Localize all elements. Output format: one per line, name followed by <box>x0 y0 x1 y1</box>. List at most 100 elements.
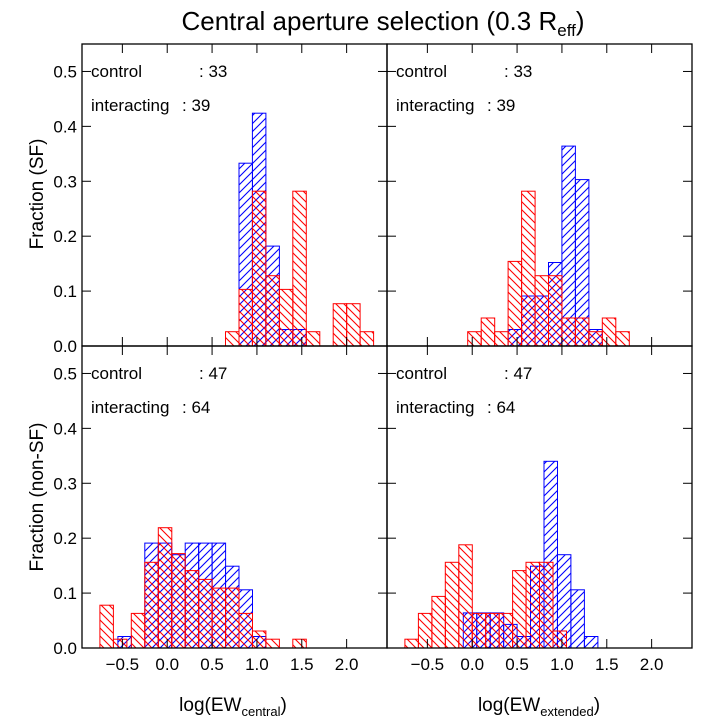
bar-interacting-top-left-4 <box>278 288 294 347</box>
bar-interacting-top-right-10 <box>601 317 617 347</box>
panels: 0.0 0.1 0.2 0.3 0.4 0.5 control : 33 interacting… <box>53 43 693 674</box>
bar-interacting-bottom-right-2 <box>431 595 446 649</box>
bar-interacting-bottom-right-9 <box>525 561 540 649</box>
bar-interacting-top-right-7 <box>561 317 576 347</box>
y-axis-label-bottom: Fraction (non-SF) <box>27 423 48 572</box>
legend-count-bottom-right-0: : 47 <box>504 364 532 383</box>
bar-interacting-bottom-left-3 <box>144 561 159 649</box>
bar-interacting-top-left-1 <box>238 288 253 347</box>
x-tick-label-bottom-right-0: −0.5 <box>411 655 445 674</box>
bar-interacting-bottom-right-5 <box>471 612 487 649</box>
legend-label-bottom-right-1: interacting <box>396 398 474 417</box>
bar-interacting-top-right-3 <box>507 260 523 347</box>
axes-frame-top-left <box>81 43 388 347</box>
y-tick-label-top-left-4: 0.4 <box>53 117 77 136</box>
bar-control-bottom-right-9 <box>583 636 599 649</box>
legend-label-bottom-right-0: control <box>396 364 447 383</box>
legend-label-top-right-0: control <box>396 62 447 81</box>
bar-interacting-bottom-right-8 <box>512 570 527 649</box>
bar-interacting-bottom-left-8 <box>211 587 227 649</box>
bar-interacting-top-left-8 <box>346 303 361 347</box>
bar-interacting-bottom-left-10 <box>238 612 253 649</box>
y-tick-label-top-left-0: 0.0 <box>53 337 77 356</box>
bar-interacting-top-right-0 <box>467 331 482 347</box>
bar-interacting-bottom-left-0 <box>99 604 114 649</box>
legend-label-bottom-left-0: control <box>91 364 142 383</box>
x-tick-label-bottom-left-1: 0.0 <box>155 655 179 674</box>
bar-interacting-bottom-left-5 <box>171 553 186 649</box>
y-tick-label-bottom-left-1: 0.1 <box>53 584 77 603</box>
legend-label-top-left-1: interacting <box>91 96 169 115</box>
panel-top-left: 0.0 0.1 0.2 0.3 0.4 0.5 control : 33 interacting… <box>53 43 388 356</box>
legend-count-top-left-1: : 39 <box>182 96 210 115</box>
panel-bottom-left: −0.5 0.0 0.5 1.0 1.5 2.0 0.0 0.1 0.2 0.3 0.4 0.5 con… <box>53 345 388 674</box>
y-tick-label-top-left-1: 0.1 <box>53 282 77 301</box>
bar-interacting-top-left-5 <box>292 190 307 347</box>
bar-interacting-top-right-8 <box>574 317 590 347</box>
bar-interacting-bottom-right-1 <box>417 612 433 649</box>
figure-title: Central aperture selection (0.3 Reff) <box>181 6 584 40</box>
y-tick-label-bottom-left-5: 0.5 <box>53 364 77 383</box>
bar-interacting-bottom-right-11 <box>552 630 567 649</box>
x-tick-label-bottom-right-5: 2.0 <box>640 655 664 674</box>
bar-interacting-top-left-7 <box>332 303 348 347</box>
bar-interacting-bottom-left-6 <box>184 570 200 649</box>
bar-interacting-bottom-left-12 <box>265 638 280 649</box>
x-tick-label-bottom-right-2: 0.5 <box>505 655 529 674</box>
bar-interacting-bottom-right-4 <box>458 544 473 649</box>
bar-interacting-bottom-left-4 <box>157 527 173 649</box>
legend-count-top-left-0: : 33 <box>199 62 227 81</box>
x-tick-label-bottom-right-4: 1.5 <box>595 655 619 674</box>
bar-interacting-top-right-4 <box>521 190 536 347</box>
bar-interacting-bottom-right-0 <box>404 638 419 649</box>
bar-interacting-bottom-left-11 <box>251 630 267 649</box>
bar-interacting-top-right-9 <box>588 331 603 347</box>
panel-top-right: control : 33 interacting : 39 <box>386 43 693 347</box>
y-tick-label-bottom-left-0: 0.0 <box>53 639 77 658</box>
legend-label-top-left-0: control <box>91 62 142 81</box>
legend-count-bottom-right-1: : 64 <box>487 398 515 417</box>
x-axis-label-left-subscript: central <box>241 704 280 719</box>
bar-interacting-bottom-left-1 <box>112 638 128 649</box>
x-tick-label-bottom-left-2: 0.5 <box>200 655 224 674</box>
x-tick-label-bottom-left-3: 1.0 <box>245 655 269 674</box>
bar-interacting-top-left-0 <box>225 331 240 347</box>
legend-count-bottom-left-0: : 47 <box>199 364 227 383</box>
panel-bottom-right: −0.5 0.0 0.5 1.0 1.5 2.0 control : 47 interactin… <box>386 345 693 674</box>
y-tick-label-top-left-2: 0.2 <box>53 227 77 246</box>
bar-interacting-bottom-right-7 <box>498 612 514 649</box>
figure-title-subscript: eff <box>557 21 576 40</box>
bar-interacting-top-right-2 <box>494 331 509 347</box>
bar-interacting-top-right-11 <box>615 331 630 347</box>
x-tick-label-bottom-left-4: 1.5 <box>290 655 314 674</box>
x-tick-label-bottom-left-0: −0.5 <box>106 655 140 674</box>
y-tick-label-top-left-3: 0.3 <box>53 172 77 191</box>
bar-control-bottom-right-8 <box>570 589 585 649</box>
bar-control-top-right-4 <box>561 145 576 347</box>
bar-interacting-top-left-9 <box>359 331 375 347</box>
legend-count-top-right-0: : 33 <box>504 62 532 81</box>
bar-interacting-bottom-right-3 <box>444 561 460 649</box>
bar-interacting-bottom-left-2 <box>130 612 146 649</box>
legend-count-top-right-1: : 39 <box>487 96 515 115</box>
bar-interacting-bottom-left-9 <box>225 587 240 649</box>
bar-interacting-top-left-3 <box>265 275 280 347</box>
y-tick-label-bottom-left-4: 0.4 <box>53 419 77 438</box>
bar-interacting-top-right-6 <box>548 275 563 347</box>
y-axis-label-top: Fraction (SF) <box>27 139 48 250</box>
bar-interacting-top-right-5 <box>534 275 549 347</box>
legend-label-bottom-left-1: interacting <box>91 398 169 417</box>
bar-interacting-bottom-right-10 <box>539 561 554 649</box>
x-tick-label-bottom-right-3: 1.0 <box>550 655 574 674</box>
x-tick-label-bottom-left-5: 2.0 <box>335 655 359 674</box>
x-tick-label-bottom-right-1: 0.0 <box>460 655 484 674</box>
x-axis-label-left: log(EWcentral) <box>179 695 287 719</box>
legend-label-top-right-1: interacting <box>396 96 474 115</box>
bar-interacting-top-left-6 <box>305 331 321 347</box>
y-tick-label-top-left-5: 0.5 <box>53 62 77 81</box>
legend-count-bottom-left-1: : 64 <box>182 398 210 417</box>
axes-frame-bottom-right <box>386 345 693 649</box>
x-axis-label-right: log(EWextended) <box>478 695 600 719</box>
